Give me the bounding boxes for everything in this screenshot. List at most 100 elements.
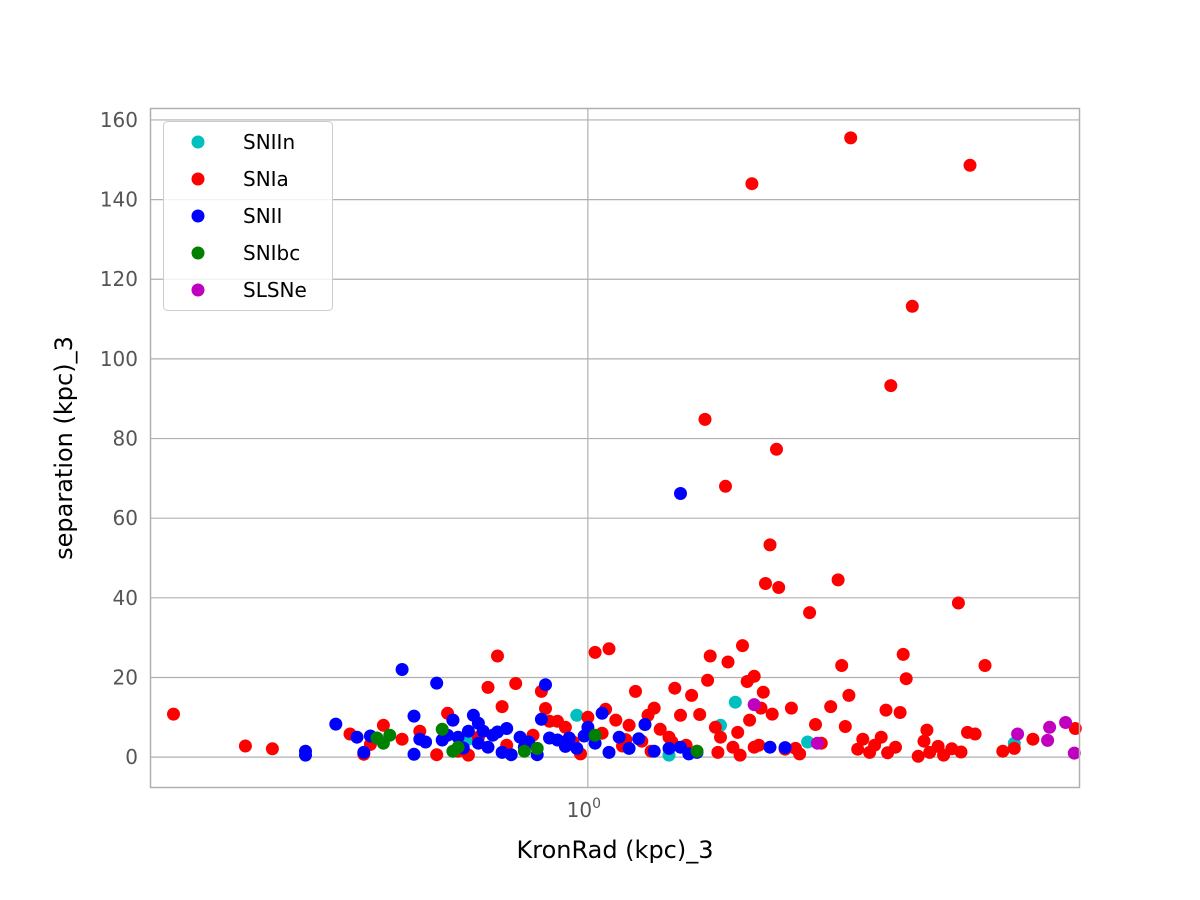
point-snia bbox=[784, 701, 798, 715]
point-snia bbox=[917, 734, 931, 748]
point-snia bbox=[756, 685, 770, 699]
point-snia bbox=[899, 672, 913, 686]
point-slsne bbox=[1059, 716, 1073, 729]
point-snia bbox=[770, 442, 783, 456]
point-snia bbox=[745, 177, 759, 191]
y-tick-label: 40 bbox=[113, 586, 138, 610]
point-snia bbox=[978, 659, 992, 672]
legend-label: SNIbc bbox=[243, 241, 300, 265]
point-snibc bbox=[530, 741, 544, 755]
point-snibc bbox=[690, 744, 704, 758]
point-snia bbox=[629, 684, 642, 698]
point-snii bbox=[778, 741, 792, 755]
point-snia bbox=[824, 700, 838, 714]
point-snia bbox=[763, 538, 777, 552]
point-snia bbox=[736, 639, 749, 653]
y-tick-label: 60 bbox=[113, 506, 138, 530]
point-snia bbox=[509, 677, 523, 690]
point-snia bbox=[376, 718, 390, 732]
series-snii bbox=[299, 487, 792, 762]
x-tick-label: 100 bbox=[567, 796, 601, 822]
point-snia bbox=[1068, 722, 1082, 735]
point-snia bbox=[893, 706, 907, 719]
point-snii bbox=[647, 744, 661, 758]
point-snia bbox=[588, 645, 602, 659]
legend-marker bbox=[191, 135, 205, 149]
point-snia bbox=[874, 730, 888, 744]
point-snia bbox=[167, 707, 180, 721]
point-snia bbox=[879, 703, 893, 717]
point-snia bbox=[838, 720, 852, 733]
legend-marker bbox=[191, 172, 205, 186]
point-snia bbox=[714, 730, 727, 744]
point-snia bbox=[558, 720, 572, 734]
point-snii bbox=[632, 732, 646, 746]
point-snia bbox=[1007, 741, 1021, 755]
point-slsne bbox=[747, 698, 761, 712]
plot-frame bbox=[149, 107, 1081, 789]
x-axis-ticks: 100 bbox=[567, 796, 601, 822]
point-snia bbox=[842, 688, 856, 702]
point-snia bbox=[711, 745, 725, 759]
point-snia bbox=[851, 742, 865, 756]
point-snibc bbox=[383, 728, 397, 742]
point-snia bbox=[884, 379, 898, 393]
point-snia bbox=[238, 739, 252, 753]
point-snia bbox=[719, 479, 732, 493]
point-snia bbox=[809, 718, 822, 731]
point-snia bbox=[835, 659, 849, 672]
point-snii bbox=[419, 735, 433, 749]
point-snia bbox=[905, 299, 919, 313]
point-snii bbox=[407, 709, 421, 723]
point-snia bbox=[721, 655, 735, 669]
point-snii bbox=[612, 730, 626, 744]
point-snia bbox=[539, 702, 552, 715]
point-snii bbox=[299, 748, 312, 762]
legend-marker bbox=[191, 246, 205, 260]
point-snii bbox=[534, 712, 548, 726]
point-snia bbox=[701, 673, 715, 687]
point-snia bbox=[856, 732, 870, 746]
point-snia bbox=[622, 718, 636, 732]
point-sniin bbox=[570, 708, 584, 722]
legend-label: SNIIn bbox=[243, 130, 295, 154]
point-slsne bbox=[1011, 727, 1025, 741]
point-snia bbox=[708, 720, 722, 734]
y-axis-ticks: 0 20 40 60 80 100 120 140 160 bbox=[100, 108, 138, 769]
legend-label: SNIa bbox=[243, 167, 289, 191]
point-snia bbox=[581, 710, 595, 724]
point-snia bbox=[881, 746, 895, 760]
y-tick-label: 140 bbox=[100, 188, 138, 212]
point-snibc bbox=[435, 722, 449, 736]
point-snii bbox=[674, 487, 687, 500]
point-snii bbox=[395, 663, 409, 676]
point-snii bbox=[602, 745, 616, 759]
y-tick-label: 160 bbox=[100, 108, 138, 132]
point-snii bbox=[461, 724, 475, 738]
point-snia bbox=[693, 708, 707, 721]
point-snia bbox=[731, 725, 745, 739]
point-snia bbox=[1026, 732, 1040, 746]
point-snia bbox=[789, 741, 802, 755]
point-snii bbox=[329, 717, 343, 731]
point-slsne bbox=[810, 736, 824, 750]
point-snia bbox=[481, 680, 495, 694]
point-snia bbox=[963, 158, 977, 172]
point-snia bbox=[395, 732, 409, 746]
point-snia bbox=[602, 642, 616, 656]
point-sniin bbox=[801, 735, 815, 749]
legend-marker bbox=[191, 209, 205, 223]
point-snia bbox=[951, 596, 965, 610]
point-snia bbox=[747, 669, 761, 683]
point-snia bbox=[265, 742, 279, 756]
point-snia bbox=[931, 739, 945, 753]
point-snii bbox=[504, 748, 518, 762]
point-snii bbox=[562, 731, 576, 745]
point-snia bbox=[954, 745, 968, 759]
point-snia bbox=[653, 722, 667, 736]
point-snia bbox=[609, 713, 623, 727]
point-snii bbox=[357, 745, 371, 759]
point-snibc bbox=[588, 728, 602, 742]
point-snii bbox=[622, 741, 636, 755]
